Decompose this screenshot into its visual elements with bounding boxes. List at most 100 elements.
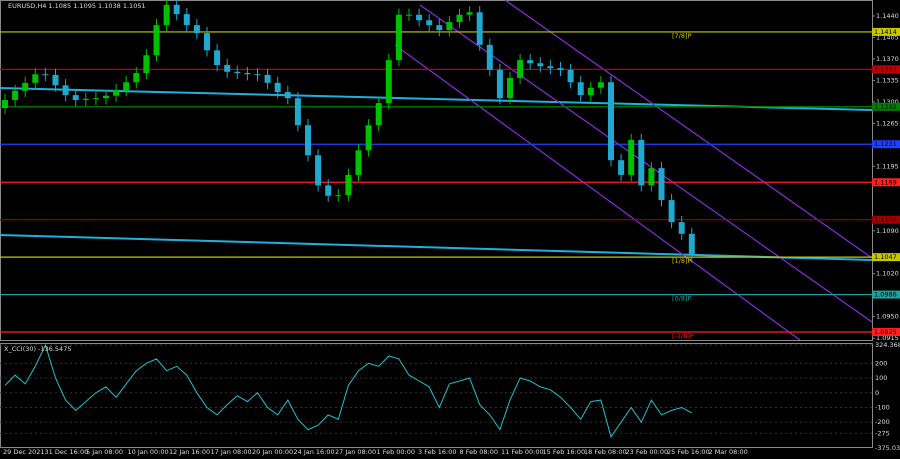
- level-box: [872, 215, 900, 224]
- candle-body: [274, 82, 281, 93]
- candle-body: [456, 14, 463, 23]
- main-panel: [0, 0, 873, 341]
- candle-body: [183, 14, 190, 26]
- y-tick-label: 1.1405: [876, 33, 899, 41]
- level-label: 1.1108: [874, 216, 897, 224]
- candle-body: [668, 200, 675, 223]
- candle-body: [507, 77, 513, 99]
- y2-tick-label: -100: [875, 403, 890, 411]
- level-tag: [-1/8]P: [672, 332, 694, 340]
- candle-body: [234, 71, 241, 74]
- y2-tick-label: -275: [875, 429, 890, 437]
- candle-body: [375, 103, 382, 126]
- x-tick-label: 8 Feb 08:00: [460, 448, 499, 456]
- candle-body: [315, 155, 322, 186]
- candle-body: [395, 14, 402, 61]
- level-tag: [0/8]P: [672, 295, 692, 303]
- y-tick-label: 1.0915: [876, 334, 899, 342]
- level-box: [872, 253, 900, 262]
- x-tick-label: 27 Jan 08:00: [335, 448, 376, 456]
- candle-body: [658, 168, 665, 201]
- level-label: 1.1414: [874, 28, 897, 36]
- x-tick-label: 29 Dec 2021: [3, 448, 45, 456]
- candle-body: [426, 20, 433, 26]
- candle-body: [214, 50, 221, 66]
- level-label: 1.0986: [874, 291, 897, 299]
- x-tick-label: 1 Feb 00:00: [377, 448, 416, 456]
- level-box: [872, 102, 900, 111]
- y-tick-label: 1.1265: [876, 119, 899, 127]
- candle-body: [264, 74, 271, 83]
- x-tick-label: 2 Mar 08:00: [709, 448, 748, 456]
- candle-body: [103, 95, 109, 99]
- chart-title: EURUSD,H4 1.1085 1.1095 1.1038 1.1051: [8, 2, 146, 10]
- y-tick-label: 1.1090: [876, 227, 899, 235]
- candle-body: [143, 55, 150, 74]
- candle-body: [537, 63, 544, 67]
- trend-line: [0, 234, 872, 261]
- candle-body: [62, 85, 69, 96]
- channel-line: [419, 4, 872, 323]
- candle-body: [345, 174, 352, 196]
- x-tick-label: 15 Feb 16:00: [543, 448, 586, 456]
- candle-body: [436, 25, 443, 31]
- y-tick-label: 1.1020: [876, 270, 899, 278]
- candle-body: [42, 74, 49, 76]
- candle-body: [416, 14, 423, 21]
- candle-body: [163, 4, 170, 26]
- x-tick-label: 11 Feb 00:00: [501, 448, 544, 456]
- y2-tick-label: 200: [875, 359, 887, 367]
- candle-body: [547, 66, 554, 69]
- x-tick-label: 12 Jan 16:00: [169, 448, 210, 456]
- candle-body: [325, 185, 332, 196]
- candle-body: [193, 25, 200, 34]
- level-label: 1.1353: [874, 65, 897, 73]
- x-tick-label: 31 Dec 16:00: [45, 448, 89, 456]
- x-tick-label: 3 Feb 16:00: [418, 448, 457, 456]
- level-box: [872, 140, 900, 149]
- candle-body: [688, 233, 695, 255]
- candle-body: [52, 74, 59, 86]
- level-box: [872, 65, 900, 74]
- candle-body: [476, 12, 483, 45]
- level-box: [872, 290, 900, 299]
- candle-body: [638, 139, 645, 186]
- candle-body: [385, 60, 392, 104]
- candle-body: [406, 14, 412, 16]
- indicator-title: X_CCI(30) -136.5475: [4, 345, 71, 353]
- level-box: [872, 328, 900, 337]
- y-tick-label: 1.0950: [876, 313, 899, 321]
- x-tick-label: 25 Feb 16:00: [667, 448, 710, 456]
- x-tick-label: 17 Jan 08:00: [211, 448, 252, 456]
- x-tick-label: 10 Jan 00:00: [128, 448, 169, 456]
- x-tick-label: 5 Jan 08:00: [86, 448, 123, 456]
- level-label: 1.1231: [874, 140, 897, 148]
- candle-body: [224, 65, 231, 72]
- level-box: [872, 178, 900, 187]
- y-tick-label: 1.1370: [876, 55, 899, 63]
- candle-body: [173, 4, 180, 15]
- candle-body: [527, 60, 534, 64]
- x-tick-label: 20 Jan 00:00: [252, 448, 293, 456]
- level-label: 1.1169: [874, 178, 897, 186]
- candle-body: [113, 90, 120, 96]
- level-tag: [7/8]P: [672, 32, 692, 40]
- y-tick-label: 1.1335: [876, 76, 899, 84]
- y2-tick-label: 0: [875, 389, 879, 397]
- candle-body: [496, 69, 503, 99]
- candle-body: [608, 82, 614, 161]
- candle-body: [577, 82, 584, 96]
- x-tick-label: 23 Feb 00:00: [626, 448, 669, 456]
- candle-body: [92, 98, 99, 100]
- cci-line: [4, 343, 693, 439]
- candle-body: [678, 222, 685, 234]
- x-tick-label: 18 Feb 08:00: [584, 448, 627, 456]
- candle-body: [618, 160, 625, 175]
- level-label: 1.1047: [874, 253, 897, 261]
- level-tag: [1/8]P: [672, 257, 692, 265]
- candle-body: [32, 74, 39, 83]
- candle-body: [335, 195, 342, 197]
